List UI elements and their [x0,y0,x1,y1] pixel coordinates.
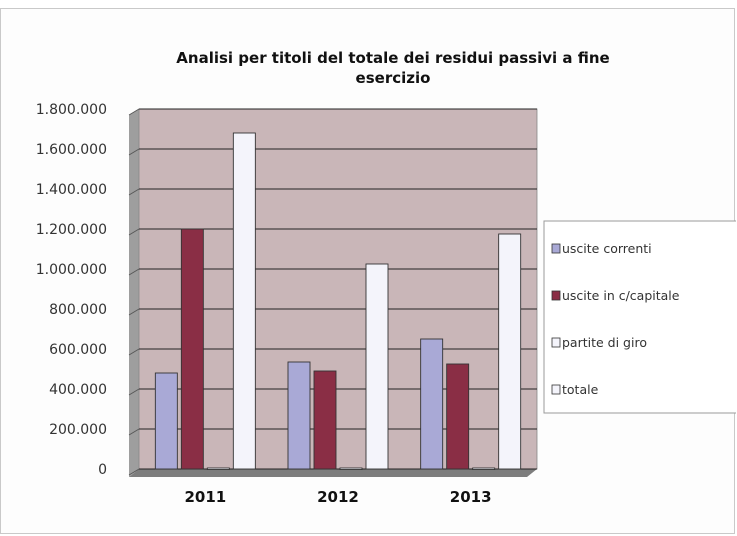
bar-4 [365,263,389,470]
plot-background [138,108,538,470]
plot-floor [129,469,537,477]
gridline-side [128,228,140,236]
y-tick-label: 200.000 [49,422,107,438]
legend-swatch [551,290,561,301]
gridline-side [128,308,140,316]
y-tick-label: 800.000 [49,302,107,318]
bar-4 [232,132,256,470]
chart-title-line-1: Analisi per titoli del totale dei residu… [176,49,609,67]
gridline-side [128,348,140,356]
chart-svg: Analisi per titoli del totale dei residu… [36,49,736,506]
y-tick-label: 1.800.000 [36,102,107,118]
gridline-side [128,388,140,396]
gridline-side [128,468,140,476]
legend: uscite correnti uscite in c/capitale parti… [543,220,736,414]
gridline-side [128,268,140,276]
bar-3 [472,467,496,470]
bar-1 [287,361,311,470]
y-tick-label: 1.000.000 [36,262,107,278]
y-tick-label: 1.600.000 [36,142,107,158]
legend-label: uscite in c/capitale [562,288,680,303]
bar-2 [446,363,470,470]
y-tick-label: 0 [98,462,107,478]
legend-swatch [551,243,561,254]
legend-label: partite di giro [562,335,647,350]
x-tick-label: 2011 [184,488,226,506]
plot-area: 0 200.000 400.000 600.000 800.000 1.000.000 1.… [36,102,538,506]
plot-side-wall [129,109,139,477]
x-tick-label: 2013 [450,488,492,506]
bar-1 [420,338,444,470]
legend-swatch [551,384,561,395]
legend-box [543,220,736,414]
gridline-side [128,108,140,116]
bar-3 [339,467,363,470]
bar-3 [206,467,230,470]
bar-1 [154,372,178,470]
bar-2 [180,228,204,470]
y-tick-label: 1.400.000 [36,182,107,198]
bar-4 [498,233,522,470]
gridline-side [128,428,140,436]
y-tick-label: 1.200.000 [36,222,107,238]
y-tick-label: 400.000 [49,382,107,398]
y-tick-label: 600.000 [49,342,107,358]
gridline-side [128,148,140,156]
legend-label: uscite correnti [562,241,652,256]
bar-2 [313,370,337,470]
legend-label: totale [562,382,599,397]
x-tick-label: 2012 [317,488,359,506]
legend-swatch [551,337,561,348]
gridline-side [128,188,140,196]
chart-frame: Analisi per titoli del totale dei residu… [0,8,736,534]
chart-title-line-2: esercizio [356,69,431,87]
